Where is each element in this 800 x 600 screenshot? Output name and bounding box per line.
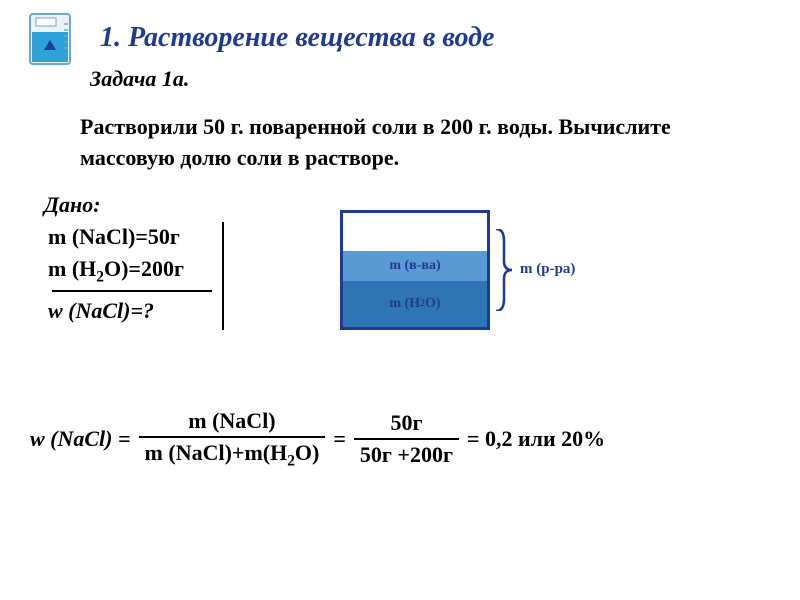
- brace-label: m (р-ра): [520, 261, 575, 278]
- formula-result: = 0,2 или 20%: [467, 426, 605, 452]
- given-vertical-rule: [222, 222, 224, 330]
- fraction-numeric: 50г 50г +200г: [354, 410, 459, 468]
- formula-row: w (NaCl) = m (NaCl) m (NaCl)+m(H2O) = 50…: [0, 408, 800, 470]
- equals-1: =: [333, 426, 346, 452]
- solution-diagram: m (в-ва) m (H2O) m (р-ра): [340, 210, 575, 330]
- layer-solute: m (в-ва): [343, 251, 487, 281]
- given-line-1: m (NaCl)=50г: [48, 224, 250, 250]
- problem-number: Задача 1а.: [90, 66, 800, 92]
- brace-wrap: m (р-ра): [494, 229, 575, 311]
- fraction-symbolic: m (NaCl) m (NaCl)+m(H2O): [139, 408, 326, 470]
- curly-brace-icon: [494, 229, 514, 311]
- given-line-3: w (NaCl)=?: [48, 298, 250, 324]
- problem-statement: Растворили 50 г. поваренной соли в 200 г…: [80, 112, 740, 174]
- layer-solvent: m (H2O): [343, 281, 487, 327]
- given-heading: Дано:: [44, 192, 250, 218]
- beaker-icon: [20, 8, 80, 68]
- formula-lhs: w (NaCl) =: [30, 426, 131, 452]
- given-line-2: m (H2O)=200г: [48, 256, 250, 286]
- container-diagram: m (в-ва) m (H2O): [340, 210, 490, 330]
- given-separator: [52, 290, 212, 292]
- given-block: Дано: m (NaCl)=50г m (H2O)=200г w (NaCl)…: [40, 192, 250, 324]
- page-title: 1. Растворение вещества в воде: [100, 22, 494, 54]
